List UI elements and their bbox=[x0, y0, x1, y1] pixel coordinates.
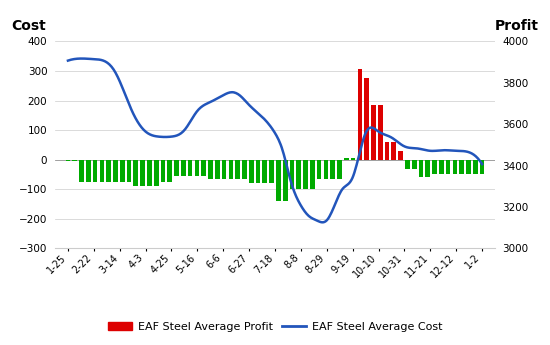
Text: Profit: Profit bbox=[495, 19, 539, 33]
Bar bbox=[93, 160, 97, 182]
Bar bbox=[453, 160, 457, 175]
Bar bbox=[222, 160, 227, 179]
Bar bbox=[106, 160, 111, 182]
Bar bbox=[432, 160, 437, 175]
Bar bbox=[296, 160, 301, 189]
Bar bbox=[303, 160, 308, 189]
Legend: EAF Steel Average Profit, EAF Steel Average Cost: EAF Steel Average Profit, EAF Steel Aver… bbox=[103, 317, 447, 336]
Bar bbox=[100, 160, 104, 182]
Bar bbox=[256, 160, 260, 183]
Bar bbox=[242, 160, 247, 179]
Bar bbox=[134, 160, 138, 186]
Bar bbox=[439, 160, 444, 175]
Bar bbox=[276, 160, 280, 201]
Bar bbox=[351, 158, 355, 160]
Bar bbox=[86, 160, 91, 182]
Bar bbox=[337, 160, 342, 179]
Bar bbox=[371, 105, 376, 160]
Bar bbox=[384, 142, 389, 160]
Bar bbox=[392, 142, 396, 160]
Bar bbox=[235, 160, 240, 179]
Bar bbox=[466, 160, 471, 175]
Bar bbox=[249, 160, 254, 183]
Bar bbox=[378, 105, 383, 160]
Bar bbox=[195, 160, 199, 176]
Bar bbox=[262, 160, 267, 183]
Bar bbox=[167, 160, 172, 182]
Bar bbox=[201, 160, 206, 176]
Bar bbox=[161, 160, 166, 182]
Bar bbox=[446, 160, 450, 175]
Bar bbox=[120, 160, 125, 182]
Bar bbox=[473, 160, 477, 175]
Bar bbox=[323, 160, 328, 179]
Bar bbox=[364, 78, 369, 160]
Bar bbox=[419, 160, 424, 177]
Bar bbox=[310, 160, 315, 189]
Bar bbox=[174, 160, 179, 176]
Bar bbox=[459, 160, 464, 175]
Bar bbox=[290, 160, 294, 189]
Bar bbox=[358, 69, 362, 160]
Bar bbox=[270, 160, 274, 183]
Bar bbox=[65, 160, 70, 161]
Bar bbox=[181, 160, 186, 176]
Bar bbox=[188, 160, 192, 176]
Bar bbox=[126, 160, 131, 182]
Bar bbox=[154, 160, 158, 186]
Text: Cost: Cost bbox=[11, 19, 46, 33]
Bar bbox=[208, 160, 213, 179]
Bar bbox=[215, 160, 219, 179]
Bar bbox=[73, 160, 77, 161]
Bar bbox=[425, 160, 430, 177]
Bar bbox=[140, 160, 145, 186]
Bar bbox=[398, 151, 403, 160]
Bar bbox=[405, 160, 410, 169]
Bar bbox=[229, 160, 233, 179]
Bar bbox=[344, 158, 349, 160]
Bar bbox=[147, 160, 152, 186]
Bar bbox=[331, 160, 335, 179]
Bar bbox=[79, 160, 84, 182]
Bar bbox=[113, 160, 118, 182]
Bar bbox=[480, 160, 485, 175]
Bar bbox=[317, 160, 321, 179]
Bar bbox=[412, 160, 416, 169]
Bar bbox=[283, 160, 288, 201]
